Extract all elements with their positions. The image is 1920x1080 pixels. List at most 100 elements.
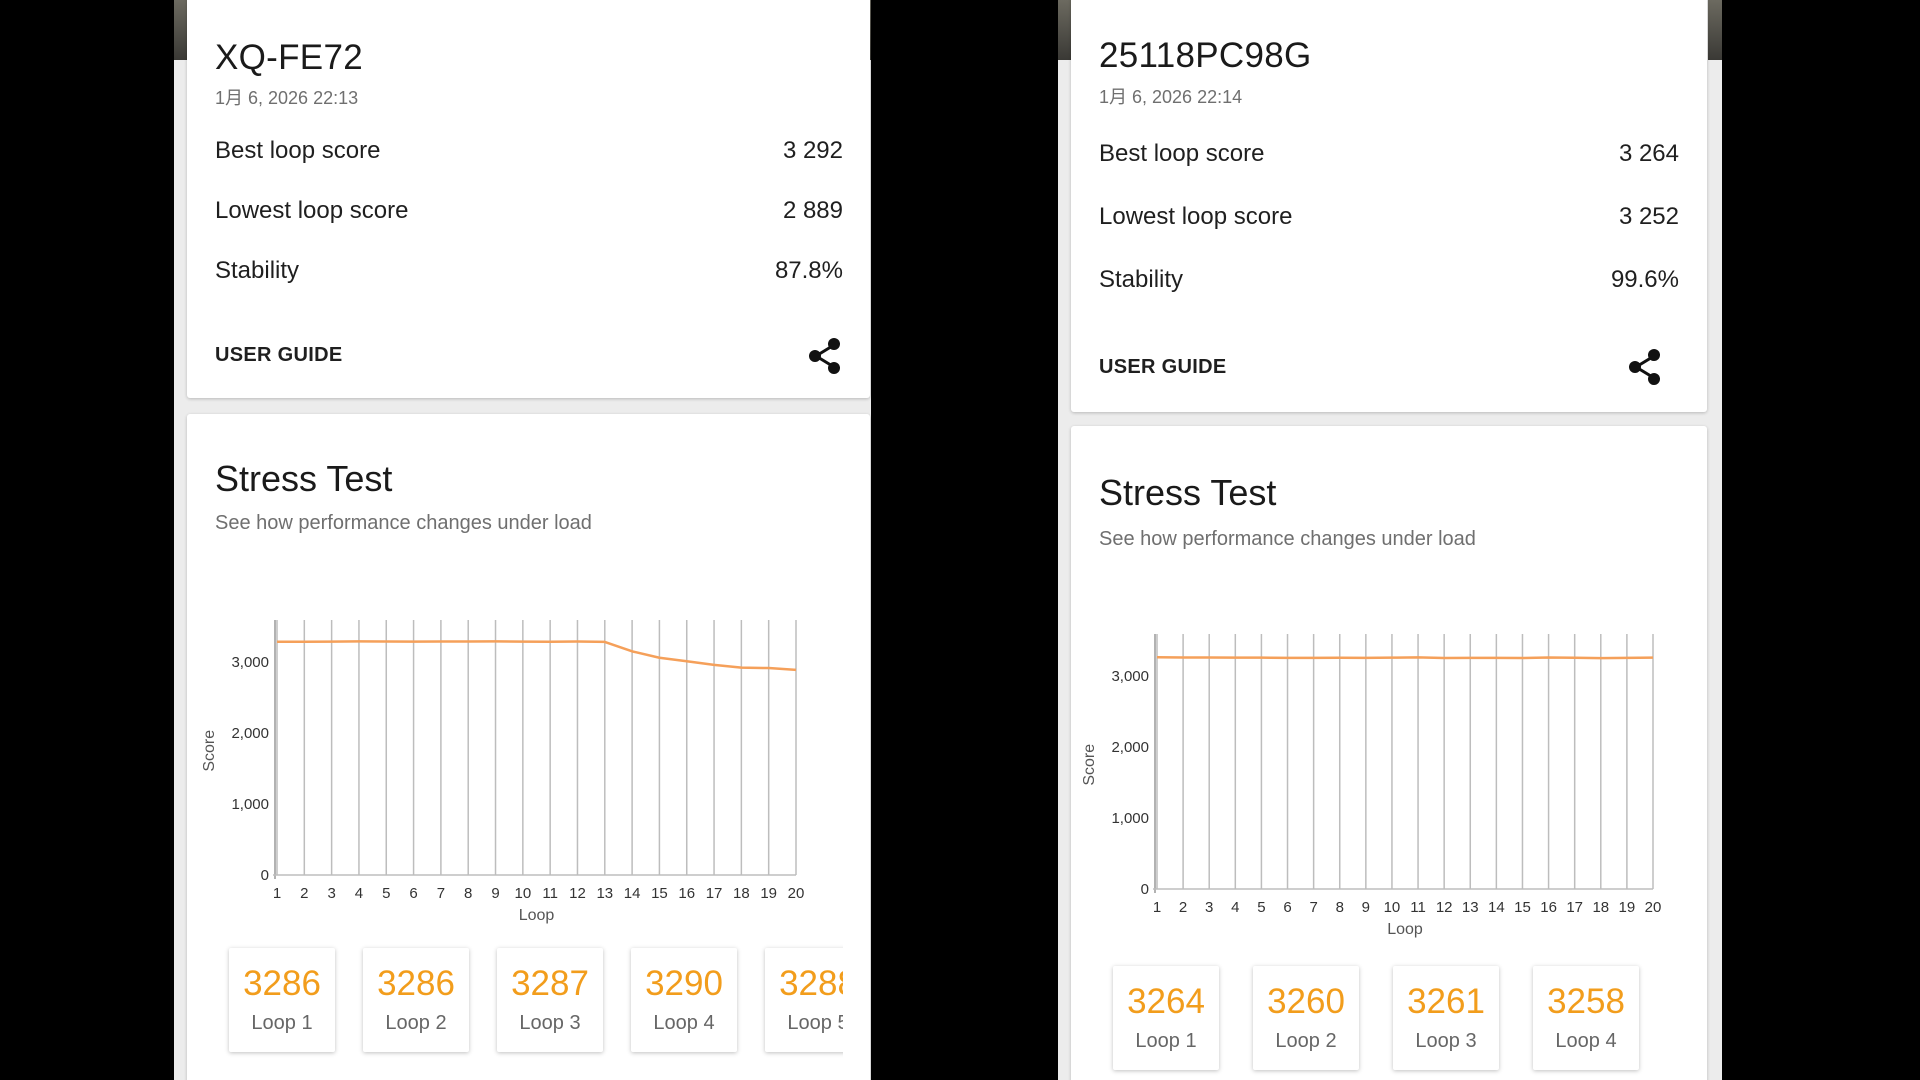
x-tick-label: 15: [1514, 899, 1531, 916]
best-loop-label: Best loop score: [215, 137, 381, 164]
lowest-loop-label: Lowest loop score: [1099, 203, 1293, 230]
loop-score-value: 3264: [1127, 982, 1205, 1021]
loop-scores-strip[interactable]: 3264 Loop 1 3260 Loop 2 3261 Loop 3 3258 Loop 4: [1099, 958, 1679, 1080]
x-tick-label: 17: [706, 885, 723, 902]
loop-score-value: 3290: [645, 964, 723, 1003]
y-tick-label: 2,000: [1111, 739, 1149, 756]
x-tick-label: 7: [437, 885, 445, 902]
device-name: 25118PC98G: [1099, 36, 1312, 75]
score-series-line: [1156, 656, 1654, 660]
x-tick-label: 15: [651, 885, 668, 902]
x-tick-label: 16: [1540, 899, 1557, 916]
user-guide-link[interactable]: USER GUIDE: [1099, 356, 1227, 378]
x-tick-label: 17: [1566, 899, 1583, 916]
x-tick-label: 2: [300, 885, 308, 902]
y-tick-label: 3,000: [1111, 668, 1149, 685]
x-tick-label: 12: [1436, 899, 1453, 916]
x-tick-label: 13: [1462, 899, 1479, 916]
stress-test-chart: 1 2 3 4 5 6 7 8 9 10 11 12 13 14 15 16 17 18 19 2001,0002,0…: [1081, 634, 1662, 938]
stress-test-card: Stress Test See how performance changes …: [1071, 426, 1707, 1080]
x-tick-label: 9: [491, 885, 499, 902]
y-tick-label: 3,000: [231, 654, 269, 671]
x-tick-label: 11: [542, 885, 558, 902]
x-tick-label: 6: [409, 885, 417, 902]
loop-label: Loop 5: [787, 1012, 843, 1034]
loop-score-card[interactable]: 3261 Loop 3: [1393, 966, 1499, 1070]
lowest-loop-value: 2 889: [782, 197, 843, 224]
x-tick-label: 20: [788, 885, 805, 902]
score-series-line: [277, 640, 797, 672]
x-axis-title: Loop: [1387, 921, 1423, 938]
loop-score-value: 3286: [377, 964, 455, 1003]
result-date: 1月 6, 2026 22:13: [215, 88, 359, 108]
x-tick-label: 8: [464, 885, 472, 902]
phone-screen-left: XQ-FE72 1月 6, 2026 22:13 Best loop score…: [174, 0, 871, 1080]
loop-score-card[interactable]: 3287 Loop 3: [497, 948, 603, 1052]
loop-score-value: 3287: [511, 964, 589, 1003]
loop-scores-strip[interactable]: 3286 Loop 1 3286 Loop 2 3287 Loop 3 3290 Loop 4…: [215, 940, 843, 1070]
best-loop-value: 3 292: [782, 137, 843, 164]
result-date: 1月 6, 2026 22:14: [1099, 87, 1243, 107]
x-tick-label: 18: [1592, 899, 1609, 916]
x-tick-label: 19: [760, 885, 777, 902]
share-icon[interactable]: [1627, 347, 1663, 387]
stress-test-chart: 1 2 3 4 5 6 7 8 9 10 11 12 13 14 15 16 17 18 19 2001,0002,0…: [201, 620, 805, 924]
y-tick-label: 2,000: [231, 725, 269, 742]
loop-label: Loop 4: [1555, 1030, 1617, 1052]
x-tick-label: 5: [382, 885, 390, 902]
summary-card: XQ-FE72 1月 6, 2026 22:13 Best loop score…: [187, 0, 870, 398]
x-tick-label: 12: [569, 885, 586, 902]
loop-score-card[interactable]: 3286 Loop 2: [363, 948, 469, 1052]
loop-label: Loop 1: [251, 1012, 313, 1034]
x-tick-label: 4: [355, 885, 363, 902]
loop-label: Loop 2: [1275, 1030, 1337, 1052]
best-loop-label: Best loop score: [1099, 140, 1265, 167]
lowest-loop-label: Lowest loop score: [215, 197, 409, 224]
y-axis-title: Score: [201, 730, 218, 772]
x-tick-label: 6: [1283, 899, 1291, 916]
y-tick-label: 0: [261, 867, 269, 884]
loop-score-card[interactable]: 3290 Loop 4: [631, 948, 737, 1052]
phone-edge: [1708, 0, 1722, 60]
loop-score-card[interactable]: 3288 Loop 5: [765, 948, 843, 1052]
loop-score-value: 3288: [779, 964, 843, 1003]
loop-label: Loop 2: [385, 1012, 447, 1034]
x-tick-label: 9: [1362, 899, 1370, 916]
summary-card: 25118PC98G 1月 6, 2026 22:14 Best loop sc…: [1071, 0, 1707, 412]
x-tick-label: 20: [1645, 899, 1662, 916]
loop-score-card[interactable]: 3264 Loop 1: [1113, 966, 1219, 1070]
stress-test-subtitle: See how performance changes under load: [215, 512, 592, 534]
x-tick-label: 16: [678, 885, 695, 902]
x-tick-label: 13: [596, 885, 613, 902]
stress-test-subtitle: See how performance changes under load: [1099, 528, 1476, 550]
loop-score-card[interactable]: 3258 Loop 4: [1533, 966, 1639, 1070]
loop-score-card[interactable]: 3260 Loop 2: [1253, 966, 1359, 1070]
loop-label: Loop 3: [519, 1012, 581, 1034]
stability-value: 99.6%: [1610, 266, 1679, 293]
best-loop-value: 3 264: [1618, 140, 1679, 167]
user-guide-link[interactable]: USER GUIDE: [215, 344, 343, 366]
x-tick-label: 7: [1309, 899, 1317, 916]
x-tick-label: 3: [1205, 899, 1213, 916]
x-tick-label: 4: [1231, 899, 1239, 916]
loop-score-value: 3258: [1547, 982, 1625, 1021]
stress-test-card: Stress Test See how performance changes …: [187, 414, 870, 1080]
share-icon[interactable]: [807, 336, 843, 376]
x-axis-title: Loop: [519, 907, 555, 924]
loop-label: Loop 3: [1415, 1030, 1477, 1052]
lowest-loop-value: 3 252: [1618, 203, 1679, 230]
phone-screen-right: 25118PC98G 1月 6, 2026 22:14 Best loop sc…: [1058, 0, 1722, 1080]
y-tick-label: 1,000: [231, 796, 269, 813]
stress-test-title: Stress Test: [1099, 472, 1277, 513]
loop-score-value: 3261: [1407, 982, 1485, 1021]
y-tick-label: 0: [1141, 881, 1149, 898]
device-name: XQ-FE72: [215, 38, 363, 77]
phone-edge: [1058, 0, 1072, 60]
loop-label: Loop 4: [653, 1012, 715, 1034]
x-tick-label: 18: [733, 885, 750, 902]
x-tick-label: 2: [1179, 899, 1187, 916]
x-tick-label: 8: [1336, 899, 1344, 916]
loop-score-card[interactable]: 3286 Loop 1: [229, 948, 335, 1052]
y-axis-title: Score: [1081, 744, 1098, 786]
x-tick-label: 1: [273, 885, 281, 902]
